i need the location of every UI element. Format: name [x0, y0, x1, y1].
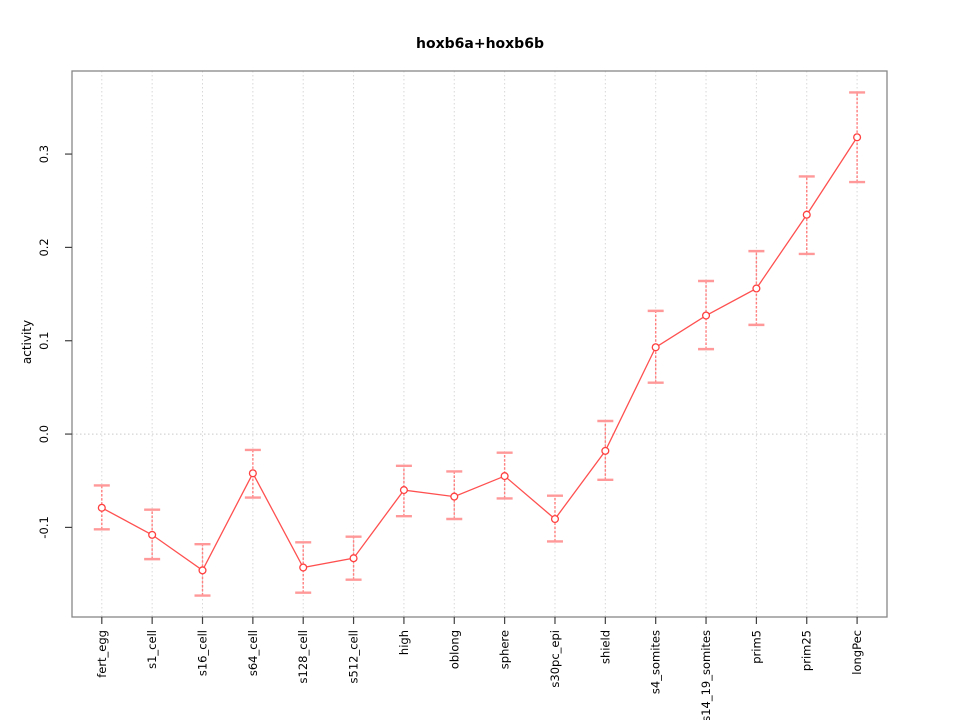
data-point [198, 566, 207, 575]
y-tick-label: 0.2 [37, 238, 51, 256]
data-point [601, 446, 610, 455]
x-tick-label: s64_cell [246, 630, 260, 676]
data-point [752, 284, 761, 293]
data-point [399, 486, 408, 495]
x-tick-label: oblong [447, 630, 461, 669]
x-tick-label: s1_cell [145, 630, 159, 669]
y-tick-label: -0.1 [37, 516, 51, 538]
x-tick-label: high [397, 630, 411, 655]
x-tick-label: prim5 [749, 630, 763, 664]
data-point [550, 514, 560, 524]
x-tick-label: s14_19_somites [699, 630, 713, 720]
data-point [349, 554, 358, 563]
y-tick-label: 0.1 [37, 332, 51, 350]
data-point [248, 469, 257, 478]
x-tick-label: s30pc_epi [548, 630, 562, 688]
data-point [701, 311, 711, 320]
x-tick-label: prim25 [800, 630, 814, 671]
y-tick-label: 0.0 [37, 425, 51, 443]
plot-box [71, 70, 888, 618]
data-point [853, 133, 862, 142]
data-point [500, 472, 509, 481]
data-point [97, 503, 106, 512]
x-tick-label: s4_somites [649, 630, 663, 694]
x-tick-label: fert_egg [95, 630, 109, 678]
x-tick-label: shield [598, 630, 612, 664]
x-tick-label: s512_cell [347, 630, 361, 683]
x-tick-label: sphere [498, 630, 512, 669]
data-point [802, 210, 811, 219]
data-point [450, 492, 459, 501]
chart-title: hoxb6a+hoxb6b [416, 36, 544, 52]
x-tick-label: s16_cell [196, 630, 210, 676]
y-tick-label: 0.3 [37, 145, 51, 163]
x-tick-label: longPec [850, 630, 864, 675]
x-tick-label: s128_cell [296, 630, 310, 683]
data-point [299, 563, 308, 572]
data-point [651, 343, 660, 352]
data-point [148, 530, 157, 539]
series-line [101, 136, 858, 572]
